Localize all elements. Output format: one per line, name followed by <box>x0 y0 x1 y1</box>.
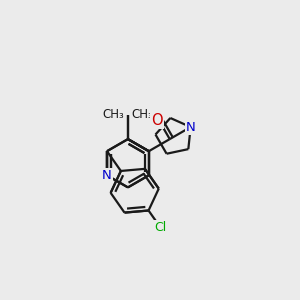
Text: Cl: Cl <box>154 221 167 234</box>
Text: CH₃: CH₃ <box>132 109 154 122</box>
Text: N: N <box>186 121 196 134</box>
Text: N: N <box>102 169 112 182</box>
Text: O: O <box>152 113 163 128</box>
Text: CH₃: CH₃ <box>102 109 124 122</box>
